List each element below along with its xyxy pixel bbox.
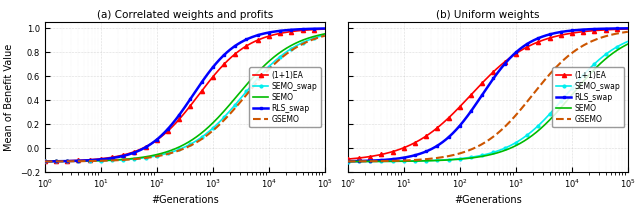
RLS_swap (616, 27, 623, 30)
(1+1)EA (358, 156, 366, 159)
GSEMO (170, 151, 177, 154)
(1+1)EA (41, 160, 49, 163)
(1+1)EA (177, 116, 185, 119)
SEMO (313, 34, 321, 37)
(1+1)EA (321, 28, 329, 30)
SEMO (358, 160, 366, 163)
SEMO_swap (177, 147, 185, 150)
Line: SEMO: SEMO (348, 44, 628, 162)
GSEMO (313, 37, 321, 40)
GSEMO (616, 32, 623, 34)
Line: (1+1)EA: (1+1)EA (43, 27, 327, 163)
GSEMO (564, 55, 572, 57)
RLS_swap (313, 27, 321, 30)
SEMO (344, 160, 351, 163)
SEMO (321, 32, 329, 35)
(1+1)EA (261, 36, 269, 39)
GSEMO (473, 146, 481, 148)
(1+1)EA (564, 32, 572, 35)
RLS_swap (564, 30, 572, 32)
(1+1)EA (344, 158, 351, 160)
GSEMO (261, 72, 269, 74)
RLS_swap (480, 91, 488, 93)
SEMO (616, 47, 623, 50)
RLS_swap (55, 160, 63, 163)
SEMO_swap (564, 91, 572, 94)
SEMO_swap (313, 36, 321, 39)
SEMO (41, 160, 49, 163)
SEMO (170, 148, 177, 151)
SEMO_swap (624, 40, 632, 43)
Line: RLS_swap: RLS_swap (346, 27, 629, 163)
Title: (b) Uniform weights: (b) Uniform weights (436, 10, 540, 20)
RLS_swap (41, 160, 49, 163)
Legend: (1+1)EA, SEMO_swap, RLS_swap, SEMO, GSEMO: (1+1)EA, SEMO_swap, RLS_swap, SEMO, GSEM… (552, 67, 624, 127)
Line: (1+1)EA: (1+1)EA (346, 27, 630, 161)
SEMO (177, 145, 185, 147)
SEMO_swap (261, 69, 269, 72)
GSEMO (313, 37, 321, 40)
SEMO (55, 160, 63, 163)
(1+1)EA (624, 28, 632, 30)
RLS_swap (616, 27, 623, 30)
RLS_swap (261, 32, 269, 34)
SEMO_swap (170, 150, 177, 153)
GSEMO (41, 160, 49, 163)
RLS_swap (313, 27, 321, 30)
SEMO_swap (616, 44, 623, 47)
SEMO_swap (321, 34, 329, 36)
RLS_swap (177, 111, 185, 114)
SEMO_swap (313, 36, 321, 39)
X-axis label: #Generations: #Generations (151, 195, 219, 205)
SEMO (313, 34, 321, 37)
RLS_swap (358, 160, 366, 162)
RLS_swap (624, 27, 632, 30)
SEMO (564, 98, 572, 100)
(1+1)EA (170, 124, 177, 127)
Line: SEMO: SEMO (45, 34, 325, 161)
GSEMO (480, 142, 488, 144)
SEMO (624, 43, 632, 45)
SEMO_swap (480, 154, 488, 156)
RLS_swap (170, 121, 177, 124)
(1+1)EA (473, 88, 481, 90)
(1+1)EA (313, 28, 321, 31)
Y-axis label: Mean of Benefit Value: Mean of Benefit Value (4, 44, 14, 151)
GSEMO (344, 160, 351, 163)
Title: (a) Correlated weights and profits: (a) Correlated weights and profits (97, 10, 273, 20)
RLS_swap (344, 160, 351, 163)
Line: GSEMO: GSEMO (348, 32, 628, 161)
Line: RLS_swap: RLS_swap (44, 27, 326, 163)
RLS_swap (321, 27, 329, 30)
GSEMO (177, 149, 185, 151)
Line: GSEMO: GSEMO (45, 36, 325, 162)
GSEMO (616, 32, 623, 34)
X-axis label: #Generations: #Generations (454, 195, 522, 205)
Line: SEMO_swap: SEMO_swap (346, 40, 629, 163)
SEMO (480, 155, 488, 157)
Legend: (1+1)EA, SEMO_swap, SEMO, RLS_swap, GSEMO: (1+1)EA, SEMO_swap, SEMO, RLS_swap, GSEM… (249, 67, 321, 127)
GSEMO (624, 30, 632, 33)
GSEMO (321, 34, 329, 37)
SEMO_swap (344, 160, 351, 163)
SEMO (473, 156, 481, 159)
(1+1)EA (616, 28, 623, 30)
RLS_swap (473, 102, 481, 105)
GSEMO (55, 160, 63, 163)
SEMO (261, 63, 269, 66)
SEMO_swap (55, 160, 63, 163)
SEMO (616, 47, 623, 50)
SEMO_swap (616, 44, 623, 47)
(1+1)EA (313, 28, 321, 31)
SEMO_swap (41, 160, 49, 163)
(1+1)EA (55, 160, 63, 162)
SEMO_swap (473, 155, 481, 158)
(1+1)EA (480, 80, 488, 82)
(1+1)EA (616, 28, 623, 30)
GSEMO (358, 160, 366, 163)
Line: SEMO_swap: SEMO_swap (44, 34, 326, 163)
SEMO_swap (358, 160, 366, 163)
